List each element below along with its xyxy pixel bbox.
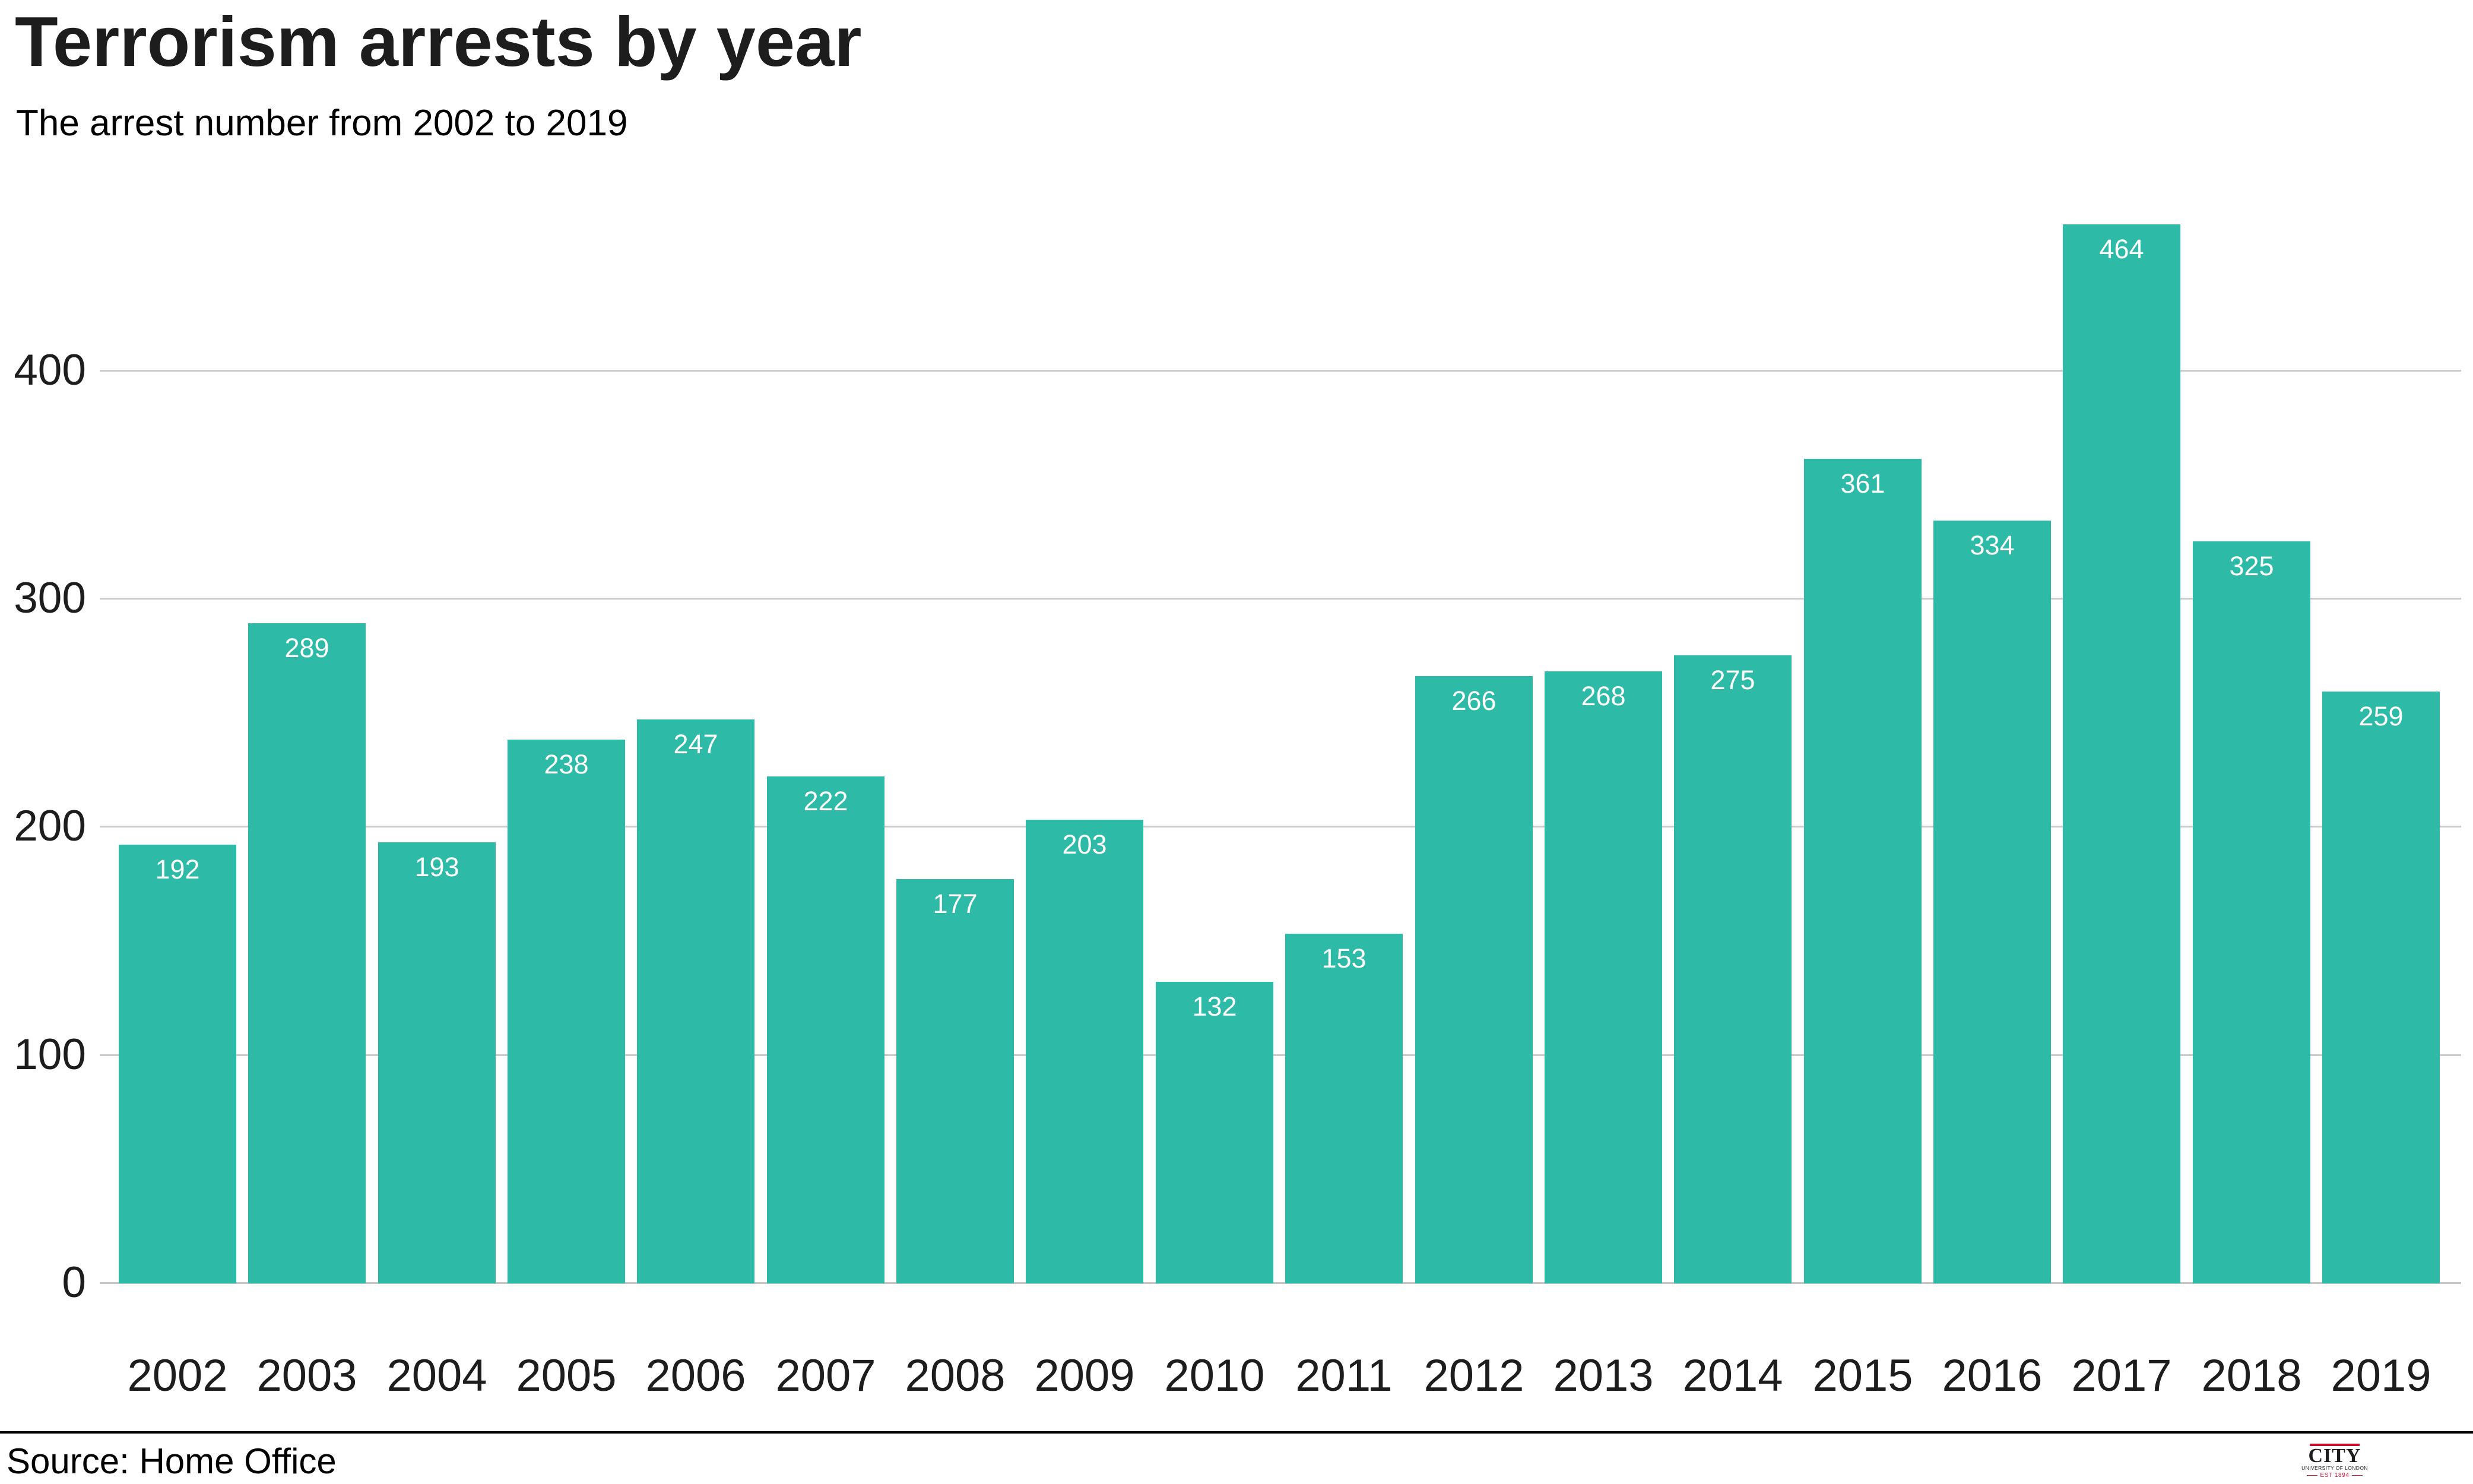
bar-value-label-2005: 238 bbox=[544, 749, 589, 779]
x-axis-tick-2005: 2005 bbox=[516, 1350, 617, 1401]
bar-2015: 361 bbox=[1804, 459, 1922, 1283]
bar-value-label-2016: 334 bbox=[1970, 530, 2015, 560]
source-caption: Source: Home Office bbox=[7, 1441, 337, 1481]
chart-subtitle: The arrest number from 2002 to 2019 bbox=[16, 103, 628, 144]
bar-2009: 203 bbox=[1026, 820, 1143, 1283]
bar-2003: 289 bbox=[248, 623, 366, 1283]
y-axis-tick-0: 0 bbox=[62, 1258, 86, 1307]
x-axis-tick-2016: 2016 bbox=[1942, 1350, 2043, 1401]
x-axis-tick-2014: 2014 bbox=[1682, 1350, 1783, 1401]
x-axis-tick-2007: 2007 bbox=[775, 1350, 876, 1401]
y-axis-tick-400: 400 bbox=[14, 346, 86, 394]
y-axis-tick-200: 200 bbox=[14, 802, 86, 850]
gridline-y-200 bbox=[100, 826, 2461, 827]
bar-2011: 153 bbox=[1285, 934, 1403, 1283]
logo-est-text: EST 1894 bbox=[2320, 1472, 2350, 1479]
x-axis-tick-2017: 2017 bbox=[2071, 1350, 2172, 1401]
x-axis-tick-2019: 2019 bbox=[2331, 1350, 2431, 1401]
bar-2012: 266 bbox=[1415, 676, 1533, 1283]
bar-value-label-2002: 192 bbox=[155, 854, 200, 884]
bar-2018: 325 bbox=[2193, 541, 2310, 1283]
bar-2002: 192 bbox=[119, 845, 236, 1283]
x-axis-tick-2003: 2003 bbox=[256, 1350, 357, 1401]
logo-est-dash-left bbox=[2307, 1475, 2318, 1476]
gridline-y-0 bbox=[100, 1282, 2461, 1284]
gridline-y-100 bbox=[100, 1054, 2461, 1056]
x-axis-tick-2004: 2004 bbox=[386, 1350, 487, 1401]
city-university-logo: CITY UNIVERSITY OF LONDON EST 1894 bbox=[2301, 1444, 2367, 1479]
chart-title: Terrorism arrests by year bbox=[15, 2, 862, 81]
bar-value-label-2010: 132 bbox=[1192, 991, 1237, 1022]
bar-2019: 259 bbox=[2322, 692, 2440, 1283]
bar-2005: 238 bbox=[508, 740, 625, 1283]
logo-wordmark: CITY bbox=[2308, 1445, 2361, 1467]
bar-2017: 464 bbox=[2063, 224, 2180, 1283]
footer-divider bbox=[0, 1431, 2473, 1434]
bar-value-label-2019: 259 bbox=[2358, 701, 2404, 731]
gridline-y-300 bbox=[100, 598, 2461, 600]
bar-value-label-2004: 193 bbox=[414, 852, 459, 882]
x-axis-tick-2008: 2008 bbox=[905, 1350, 1006, 1401]
x-axis-tick-2006: 2006 bbox=[645, 1350, 746, 1401]
x-axis-tick-2009: 2009 bbox=[1034, 1350, 1135, 1401]
logo-top-rule bbox=[2310, 1444, 2360, 1446]
x-axis-tick-2015: 2015 bbox=[1812, 1350, 1913, 1401]
bar-2016: 334 bbox=[1933, 521, 2051, 1283]
bar-2004: 193 bbox=[378, 842, 496, 1283]
bar-value-label-2011: 153 bbox=[1321, 943, 1367, 974]
y-axis-tick-300: 300 bbox=[14, 574, 86, 622]
bar-value-label-2008: 177 bbox=[933, 889, 978, 919]
bar-2006: 247 bbox=[637, 719, 754, 1283]
gridline-y-400 bbox=[100, 370, 2461, 372]
x-axis-tick-2011: 2011 bbox=[1295, 1350, 1393, 1401]
bar-2008: 177 bbox=[896, 879, 1014, 1283]
bar-2013: 268 bbox=[1545, 671, 1662, 1283]
bar-value-label-2007: 222 bbox=[803, 786, 848, 816]
logo-est-dash-right bbox=[2351, 1475, 2363, 1476]
x-axis-tick-2013: 2013 bbox=[1553, 1350, 1654, 1401]
bar-2010: 132 bbox=[1156, 982, 1273, 1283]
bar-value-label-2009: 203 bbox=[1062, 829, 1107, 860]
bar-2007: 222 bbox=[767, 776, 884, 1283]
logo-institution-text: UNIVERSITY OF LONDON bbox=[2301, 1465, 2368, 1471]
x-axis-tick-2012: 2012 bbox=[1423, 1350, 1524, 1401]
bar-value-label-2012: 266 bbox=[1451, 686, 1497, 716]
bar-value-label-2006: 247 bbox=[673, 729, 718, 759]
y-axis-tick-100: 100 bbox=[14, 1030, 86, 1079]
x-axis-tick-2010: 2010 bbox=[1164, 1350, 1265, 1401]
x-axis-tick-2002: 2002 bbox=[127, 1350, 228, 1401]
bar-value-label-2003: 289 bbox=[284, 633, 329, 663]
bar-2014: 275 bbox=[1674, 655, 1792, 1283]
x-axis-tick-2018: 2018 bbox=[2201, 1350, 2302, 1401]
logo-est-line: EST 1894 bbox=[2307, 1472, 2363, 1479]
bar-value-label-2018: 325 bbox=[2229, 551, 2274, 581]
bar-value-label-2015: 361 bbox=[1840, 468, 1885, 499]
bar-value-label-2013: 268 bbox=[1581, 681, 1626, 711]
bar-value-label-2017: 464 bbox=[2099, 234, 2144, 264]
bar-value-label-2014: 275 bbox=[1710, 665, 1755, 695]
